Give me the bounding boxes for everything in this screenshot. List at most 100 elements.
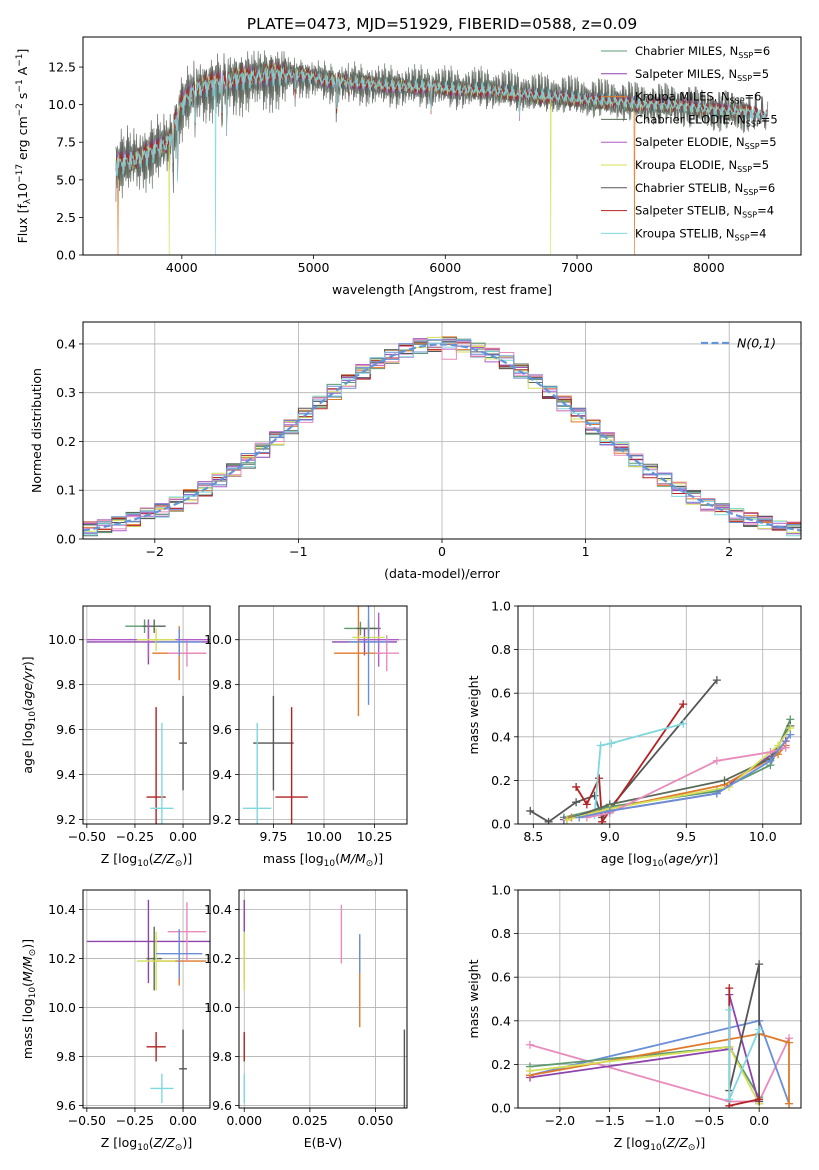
point-chabrier-elodie: [146, 926, 162, 991]
legend-entry: N(0,1): [737, 336, 776, 351]
figure-title: PLATE=0473, MJD=51929, FIBERID=0588, z=0…: [247, 15, 637, 33]
y-tick-label: 0.8: [491, 926, 511, 941]
plus-marker: [572, 782, 581, 791]
y-tick-label: 10.0: [48, 632, 76, 647]
y-tick-label: 10.0: [204, 632, 232, 647]
plot-area: [86, 899, 210, 1108]
plus-marker: [605, 806, 614, 815]
axes-frame: [238, 889, 408, 1109]
point-chabrier-elodie: [142, 619, 166, 633]
series-salpeter-stelib: [572, 700, 688, 824]
series-line: [529, 994, 760, 1104]
panel-mass_vs_Z: −0.50 −0.25 0.00 9.6 9.8 10.0 10.2 10.4 Z [log10…: [20, 889, 211, 1153]
y-tick-label: 10.0: [204, 1000, 232, 1015]
y-tick-label: 9.4: [56, 767, 76, 782]
x-tick-label: 8000: [693, 260, 725, 275]
plus-marker: [766, 748, 775, 757]
plus-marker: [582, 800, 591, 809]
y-tick-label: 1.0: [491, 883, 511, 898]
y-axis-label: mass weight: [466, 959, 481, 1038]
y-axis-label: mass weight: [466, 675, 481, 754]
legend-entry: Chabrier ELODIE, NSSP=5: [635, 112, 778, 128]
point-extra-pink: [167, 639, 207, 667]
point-extra-blue: [348, 606, 389, 705]
x-tick-label: 2: [725, 544, 733, 559]
plus-marker: [755, 1095, 764, 1104]
x-axis-label: E(B-V): [304, 1135, 343, 1150]
y-tick-label: 5.0: [56, 172, 76, 187]
panel-massweight_vs_Z: −2.0 −1.5 −1.0 −0.5 0.0 0.0 0.2 0.4 0.6 0.8 1.0 Z […: [466, 883, 802, 1153]
y-tick-label: 0.2: [491, 773, 511, 788]
series-extra-blue: [575, 730, 795, 822]
y-tick-label: 7.5: [56, 135, 76, 150]
y-tick-label: 0.3: [56, 385, 76, 400]
y-tick-label: 0.6: [491, 686, 511, 701]
point-extra-blue: [156, 929, 203, 979]
x-tick-label: 5000: [298, 260, 330, 275]
plus-marker: [725, 1005, 734, 1014]
y-axis-label: mass [log10(M/M⊙)]: [20, 939, 38, 1059]
legend-entry: Kroupa STELIB, NSSP=4: [635, 226, 766, 242]
y-tick-label: 10.2: [48, 951, 76, 966]
y-tick-label: 9.4: [212, 767, 232, 782]
normal-curve: [83, 343, 801, 532]
x-tick-label: 8.5: [523, 829, 543, 844]
y-tick-label: 9.8: [212, 1049, 232, 1064]
y-tick-label: 9.6: [212, 1098, 232, 1113]
legend-entry: Chabrier STELIB, NSSP=6: [635, 181, 775, 197]
plus-marker: [525, 1040, 534, 1049]
x-tick-label: 0.00: [169, 829, 197, 844]
plot-area: [525, 960, 794, 1108]
x-tick-label: 0: [438, 544, 446, 559]
y-tick-label: 0.6: [491, 970, 511, 985]
plus-marker: [725, 1095, 734, 1104]
x-tick-label: 0.00: [169, 1113, 197, 1128]
x-tick-label: 9.75: [259, 829, 287, 844]
legend-entry: Kroupa ELODIE, NSSP=5: [635, 158, 769, 174]
histogram-extra-blue: [83, 339, 801, 539]
plus-marker: [755, 960, 764, 969]
point-chabrier-stelib: [179, 695, 187, 791]
y-axis-label: age [log10(age/yr)]: [20, 656, 38, 773]
legend-entry: Salpeter ELODIE, NSSP=5: [635, 135, 777, 151]
panel-mass_vs_ebv: 0.000 0.025 0.050 9.6 9.8 10.0 10.2 10.4 E(B-V): [204, 889, 408, 1150]
series-chabrier-miles: [525, 1042, 764, 1102]
plus-marker: [572, 798, 581, 807]
x-tick-label: −0.5: [694, 1113, 724, 1128]
plus-marker: [712, 756, 721, 765]
axes-frame: [82, 36, 802, 256]
legend-entry: Kroupa MILES, NSSP=6: [635, 90, 761, 106]
plus-marker: [786, 730, 795, 739]
point-extra-pink: [374, 635, 399, 672]
y-tick-label: 12.5: [48, 60, 76, 75]
plus-marker: [774, 741, 783, 750]
x-tick-label: 6000: [429, 260, 461, 275]
y-tick-label: 9.6: [212, 722, 232, 737]
x-tick-label: 4000: [166, 260, 198, 275]
point-salpeter-miles: [86, 899, 210, 984]
plus-marker: [766, 756, 775, 765]
series-line: [529, 1032, 790, 1104]
point-chabrier-stelib: [179, 1029, 187, 1108]
series-kroupa-stelib: [725, 1005, 764, 1104]
panel-spectrum: 4000 5000 6000 7000 8000 0.0 2.5 5.0 7.5 10.0 12.5…: [15, 36, 802, 297]
plot-area: [86, 619, 210, 824]
series-chabrier-stelib: [526, 676, 721, 824]
plus-marker: [725, 984, 734, 993]
y-tick-label: 10.0: [48, 1000, 76, 1015]
series-line: [728, 963, 760, 1102]
x-tick-label: −2: [146, 544, 164, 559]
x-tick-label: 7000: [561, 260, 593, 275]
x-tick-label: 0.000: [226, 1113, 262, 1128]
plus-marker: [679, 719, 688, 728]
x-tick-label: 9.5: [676, 829, 696, 844]
point-salpeter-stelib: [146, 1032, 166, 1062]
y-tick-label: 10.4: [48, 902, 76, 917]
x-tick-label: −1.5: [594, 1113, 624, 1128]
plus-marker: [712, 676, 721, 685]
series-line: [529, 1037, 790, 1103]
plus-marker: [598, 817, 607, 824]
x-tick-label: 10.0: [749, 829, 777, 844]
axes-frame: [517, 605, 802, 825]
